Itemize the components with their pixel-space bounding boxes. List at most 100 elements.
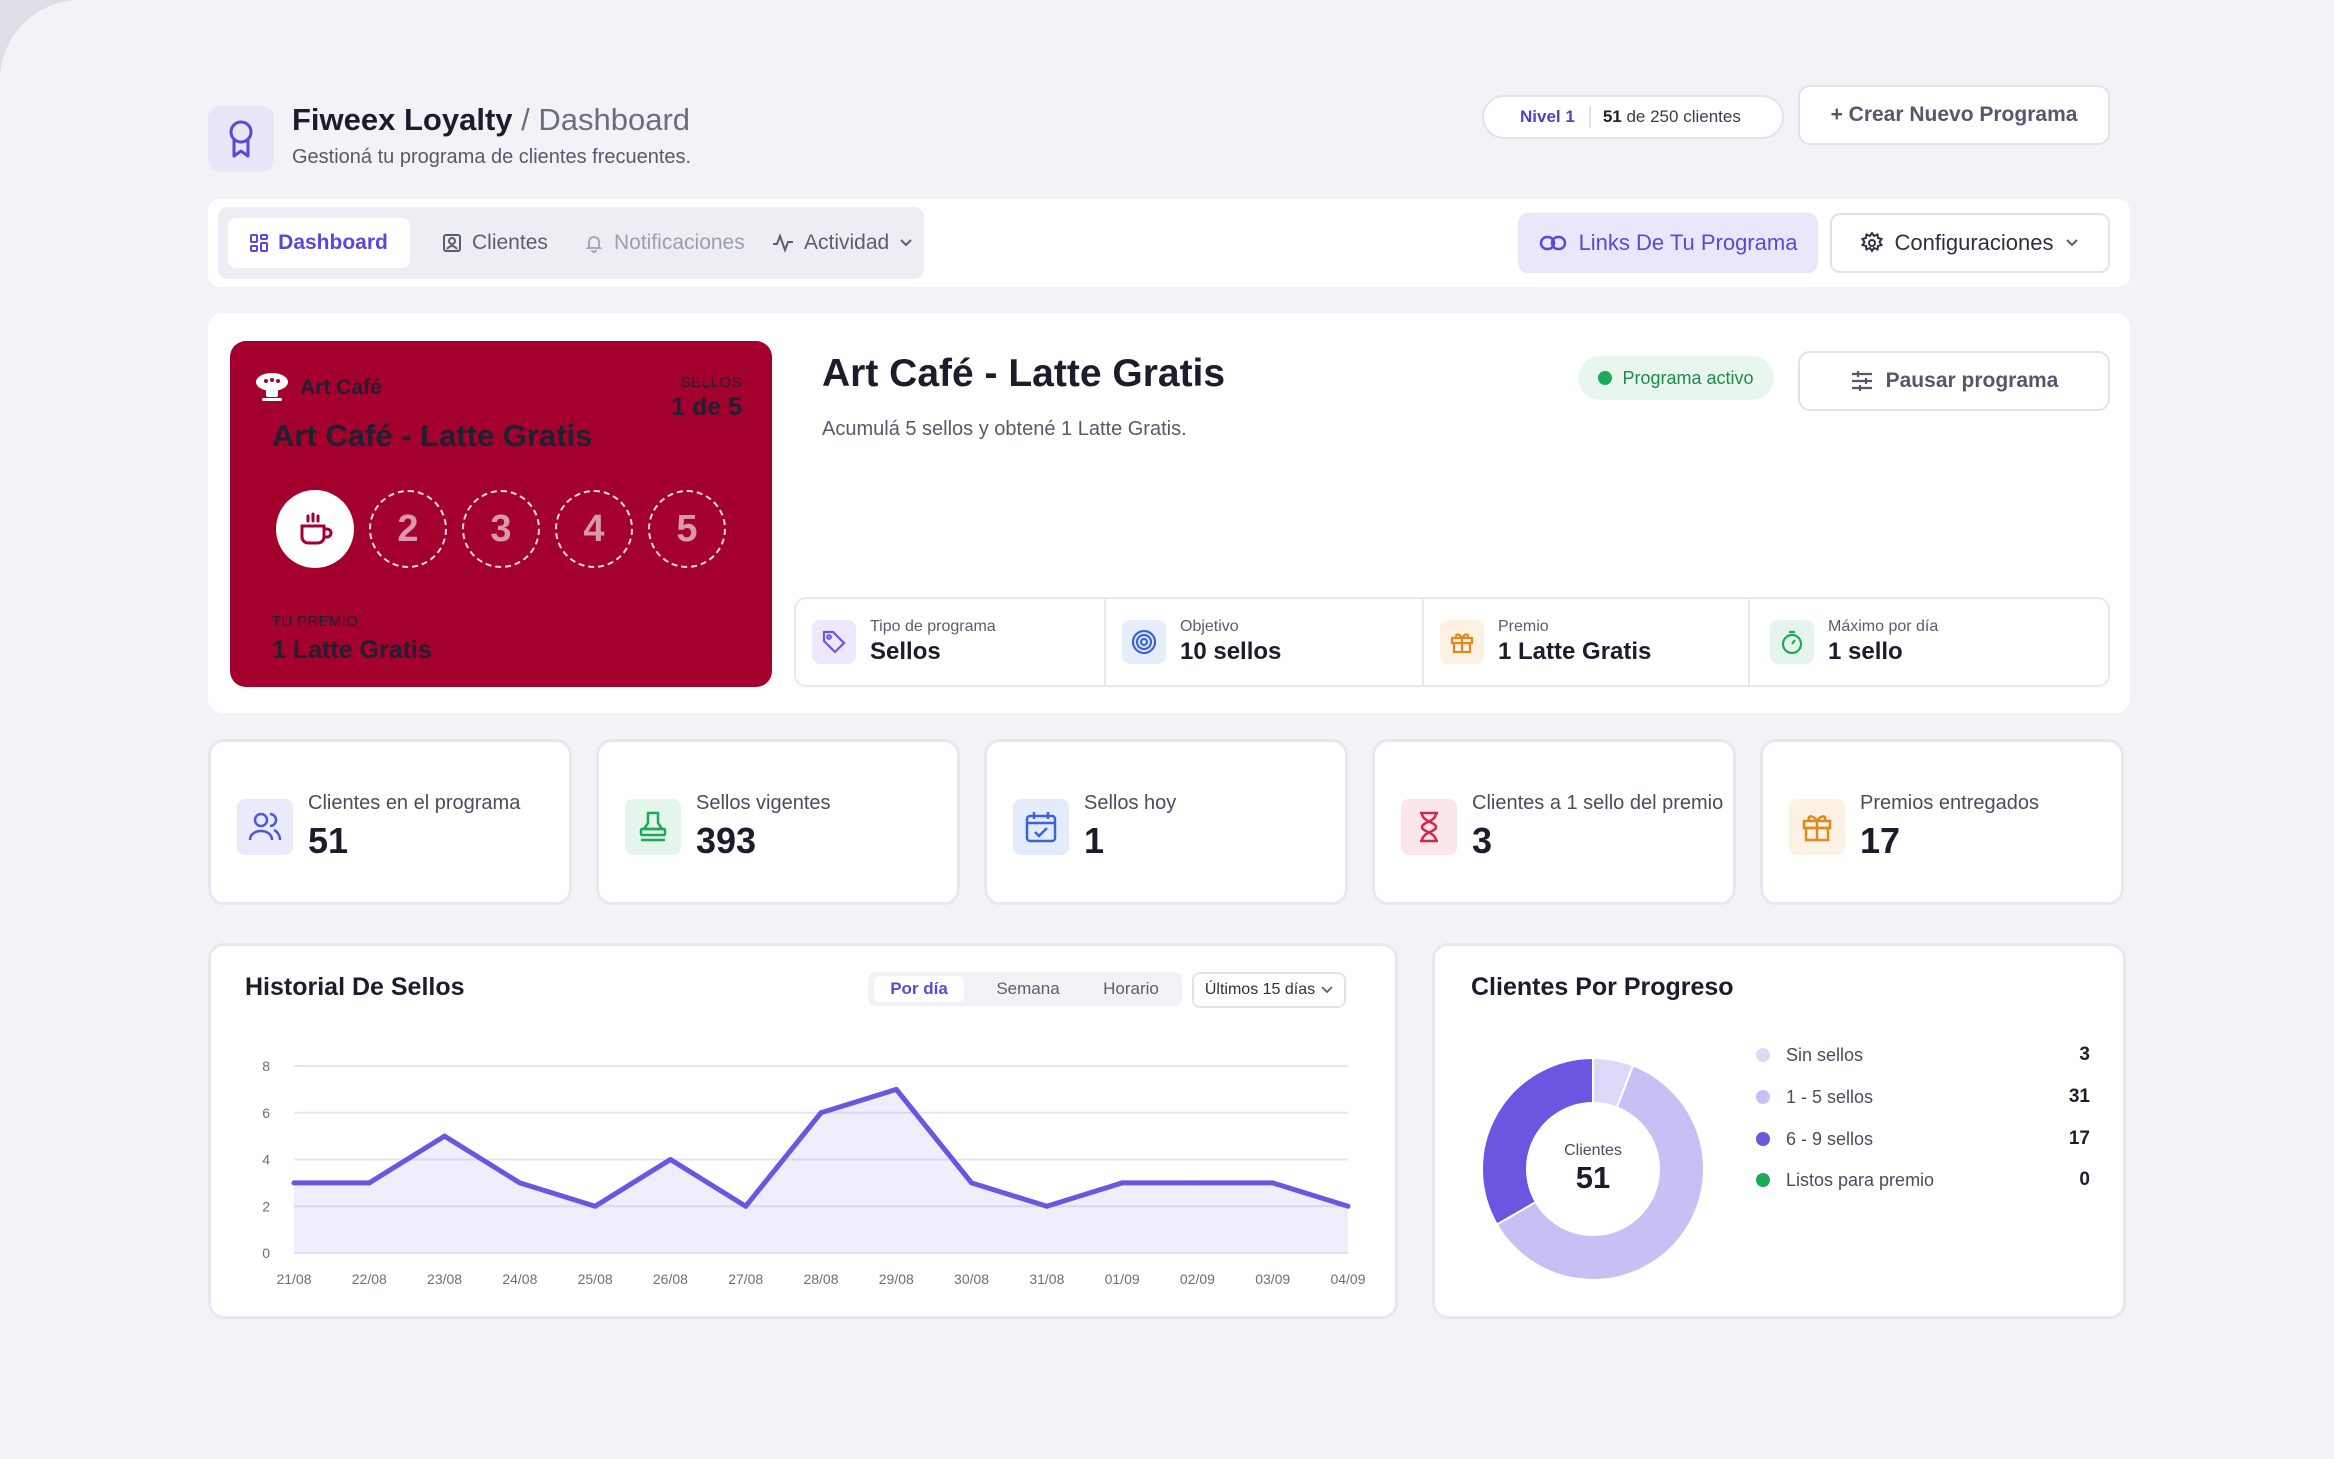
calendar-icon	[1013, 799, 1069, 855]
x-tick-label: 26/08	[653, 1271, 688, 1287]
status-badge: Programa activo	[1578, 356, 1774, 400]
x-tick-label: 23/08	[427, 1271, 462, 1287]
info-label: Premio	[1498, 618, 1549, 635]
legend-item: 6 - 9 sellos 17	[1756, 1125, 2090, 1153]
stat-value: 393	[696, 820, 757, 861]
tab-notificaciones[interactable]: Notificaciones	[584, 218, 745, 268]
plan-level-badge: Nivel 1 51 de 250 clientes	[1482, 95, 1784, 139]
range-label: Últimos 15 días	[1204, 981, 1316, 998]
period-tab-day[interactable]: Por día	[874, 976, 964, 1002]
data-point	[1270, 1180, 1276, 1186]
legend-value: 31	[2068, 1086, 2090, 1107]
info-prize: Premio 1 Latte Gratis	[1440, 597, 1651, 687]
y-tick-label: 8	[262, 1058, 270, 1074]
pause-program-button[interactable]: Pausar programa	[1798, 351, 2110, 411]
info-objective: Objetivo 10 sellos	[1122, 597, 1281, 687]
create-program-button[interactable]: + Crear Nuevo Programa	[1798, 85, 2110, 145]
chart-title: Historial De Sellos	[245, 973, 465, 1001]
y-tick-label: 6	[262, 1105, 270, 1121]
status-label: Programa activo	[1622, 367, 1754, 388]
tab-actividad[interactable]: Actividad	[772, 218, 913, 268]
page-subtitle: Gestioná tu programa de clientes frecuen…	[292, 146, 692, 168]
info-label: Máximo por día	[1828, 618, 1939, 635]
tab-label: Notificaciones	[614, 231, 745, 254]
stat-label: Premios entregados	[1860, 792, 2039, 814]
divider	[1422, 599, 1424, 685]
range-select[interactable]: Últimos 15 días	[1192, 972, 1346, 1008]
legend-label: 1 - 5 sellos	[1786, 1086, 1874, 1107]
info-value: 1 Latte Gratis	[1498, 638, 1652, 665]
legend-dot	[1756, 1048, 1770, 1062]
x-tick-label: 28/08	[803, 1271, 838, 1287]
x-tick-label: 30/08	[954, 1271, 989, 1287]
y-tick-label: 4	[262, 1152, 270, 1168]
pause-label: Pausar programa	[1885, 369, 2059, 392]
donut-center-value: 51	[1575, 1160, 1611, 1195]
title-separator: /	[512, 102, 539, 137]
chevron-down-icon	[1321, 986, 1333, 994]
chevron-down-icon	[900, 239, 912, 247]
gift-icon	[1440, 620, 1484, 664]
award-icon	[208, 106, 274, 172]
data-point	[517, 1180, 523, 1186]
x-tick-label: 27/08	[728, 1271, 763, 1287]
donut-title: Clientes Por Progreso	[1471, 973, 1734, 1001]
legend-dot	[1756, 1132, 1770, 1146]
tab-clientes[interactable]: Clientes	[442, 218, 548, 268]
settings-button[interactable]: Configuraciones	[1830, 213, 2110, 273]
data-point	[818, 1110, 824, 1116]
card-prize-label: TU PREMIO	[272, 613, 359, 630]
card-brand-name: Art Café	[300, 376, 382, 399]
period-tab-week[interactable]: Semana	[996, 979, 1060, 998]
program-links-button[interactable]: Links De Tu Programa	[1518, 213, 1818, 273]
data-point	[969, 1180, 975, 1186]
stat-value: 1	[1084, 820, 1105, 861]
page-title: Fiweex Loyalty / Dashboard	[292, 102, 690, 138]
legend-value: 3	[2079, 1044, 2090, 1065]
link-icon	[1539, 235, 1566, 251]
legend-item: Sin sellos 3	[1756, 1041, 2090, 1069]
tag-icon	[812, 620, 856, 664]
timer-icon	[1770, 620, 1814, 664]
tab-dashboard[interactable]: Dashboard	[228, 218, 410, 268]
y-tick-label: 0	[262, 1245, 270, 1261]
card-title: Art Café - Latte Gratis	[272, 418, 593, 453]
status-dot	[1598, 371, 1613, 385]
stat-value: 51	[308, 820, 349, 861]
stamp-icon	[625, 799, 681, 855]
gift-icon	[1789, 799, 1845, 855]
area-fill	[294, 1089, 1348, 1253]
donut-slice	[1495, 1064, 1705, 1281]
stat-card-stamps: Sellos vigentes 393	[596, 739, 960, 905]
data-point	[442, 1133, 448, 1139]
x-tick-label: 29/08	[879, 1271, 914, 1287]
stamp-slot: 2	[369, 490, 447, 568]
data-point	[893, 1086, 899, 1092]
data-point	[291, 1180, 297, 1186]
cafe-logo-icon	[256, 373, 288, 401]
target-icon	[1122, 620, 1166, 664]
stat-label: Clientes a 1 sello del premio	[1472, 792, 1724, 814]
hourglass-icon	[1401, 799, 1457, 855]
stat-card-one-away: Clientes a 1 sello del premio 3	[1372, 739, 1736, 905]
info-value: 1 sello	[1828, 638, 1903, 665]
card-stamps-label: SELLOS	[680, 374, 742, 391]
card-prize-value: 1 Latte Gratis	[272, 636, 432, 664]
x-tick-label: 02/09	[1180, 1271, 1215, 1287]
stat-card-today: Sellos hoy 1	[984, 739, 1348, 905]
tab-label: Clientes	[472, 231, 548, 254]
stamp-filled	[276, 490, 354, 568]
legend-item: Listos para premio 0	[1756, 1166, 2090, 1194]
divider	[1104, 599, 1106, 685]
gear-icon	[1860, 232, 1883, 253]
x-tick-label: 31/08	[1029, 1271, 1064, 1287]
stat-value: 17	[1860, 820, 1901, 861]
grid-icon	[250, 234, 269, 252]
y-tick-label: 2	[262, 1198, 270, 1214]
users-icon	[237, 799, 293, 855]
clients-quota: 51 de 250 clientes	[1591, 107, 1741, 127]
legend-dot	[1756, 1173, 1770, 1187]
period-tab-hour[interactable]: Horario	[1103, 979, 1159, 998]
stamp-slot: 3	[462, 490, 540, 568]
